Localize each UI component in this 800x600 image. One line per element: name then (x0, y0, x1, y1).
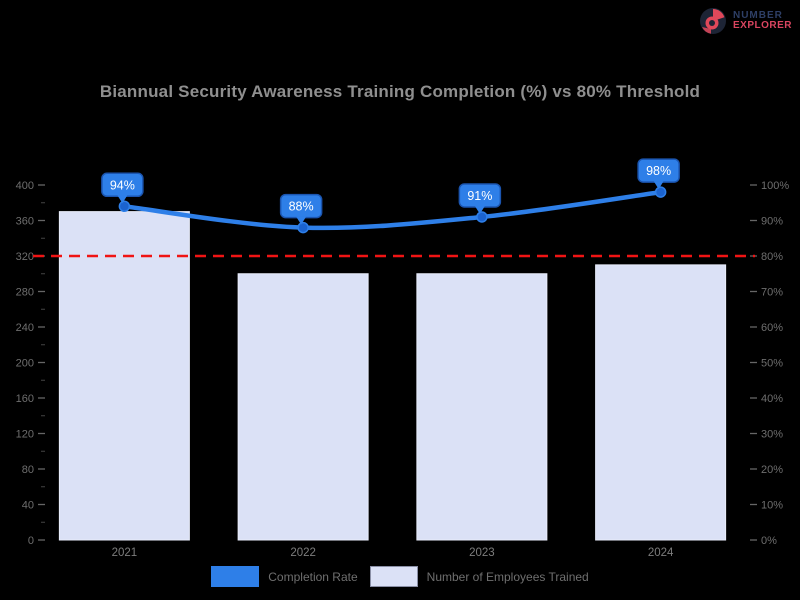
brand-logo: NUMBER EXPLORER (698, 6, 792, 36)
brand-name-line2: EXPLORER (732, 20, 792, 31)
trend-line (122, 189, 663, 231)
right-axis-tick-label: 90% (761, 216, 783, 228)
left-axis-tick-label: 240 (16, 322, 34, 334)
bar (237, 273, 369, 541)
left-axis-tick-label: 400 (16, 180, 34, 192)
legend-label-employees-trained: Number of Employees Trained (426, 569, 589, 584)
left-axis-tick-label: 320 (16, 251, 34, 263)
right-axis-tick-label: 20% (761, 464, 783, 476)
bar (595, 264, 727, 541)
left-axis-tick-label: 200 (16, 358, 34, 370)
left-axis-tick-label: 80 (22, 464, 34, 476)
data-label-pointer (296, 216, 307, 225)
bar (58, 211, 190, 541)
data-label-pointer (653, 181, 664, 190)
right-axis-tick-label: 0% (761, 535, 777, 547)
data-label-text: 94% (110, 178, 135, 192)
left-axis-tick-label: 0 (28, 535, 34, 547)
data-label-pointer (474, 205, 485, 214)
data-label-pointer (117, 195, 128, 204)
right-axis-tick-label: 70% (761, 287, 783, 299)
left-axis-tick-label: 280 (16, 287, 34, 299)
legend-label-completion-rate: Completion Rate (268, 569, 358, 584)
right-axis-tick-label: 10% (761, 500, 783, 512)
legend-swatch-completion-rate (211, 566, 260, 587)
data-label-text: 91% (467, 189, 492, 203)
chart-legend: Completion Rate Number of Employees Trai… (0, 566, 800, 587)
right-axis-tick-label: 80% (761, 251, 783, 263)
x-axis-tick-label: 2024 (648, 547, 674, 559)
data-point-marker (476, 211, 488, 223)
data-label-text: 98% (646, 164, 671, 178)
right-axis-tick-label: 60% (761, 322, 783, 334)
legend-item-bar-series: Number of Employees Trained (369, 566, 589, 587)
left-axis-tick-label: 40 (22, 500, 34, 512)
brand-name-line1: NUMBER (732, 9, 783, 21)
data-label-text: 88% (289, 200, 314, 214)
data-point-marker (297, 221, 309, 234)
bar (416, 273, 548, 541)
x-axis-tick-label: 2021 (112, 547, 138, 559)
data-point-marker (654, 186, 667, 198)
left-axis-tick-label: 120 (16, 429, 34, 441)
right-axis-tick-label: 40% (761, 393, 783, 405)
data-point-marker (118, 200, 131, 213)
chart-title: Biannual Security Awareness Training Com… (99, 82, 701, 101)
right-axis-tick-label: 50% (761, 358, 783, 370)
right-axis-tick-label: 30% (761, 429, 783, 441)
legend-swatch-employees-trained (369, 566, 418, 587)
left-axis-tick-label: 360 (16, 216, 34, 228)
right-axis-tick-label: 100% (761, 180, 789, 192)
left-axis-tick-label: 160 (16, 393, 34, 405)
x-axis-tick-label: 2023 (469, 547, 495, 559)
brand-logo-icon (699, 8, 726, 34)
legend-item-line-series: Completion Rate (211, 566, 358, 587)
x-axis-tick-label: 2022 (290, 547, 316, 559)
